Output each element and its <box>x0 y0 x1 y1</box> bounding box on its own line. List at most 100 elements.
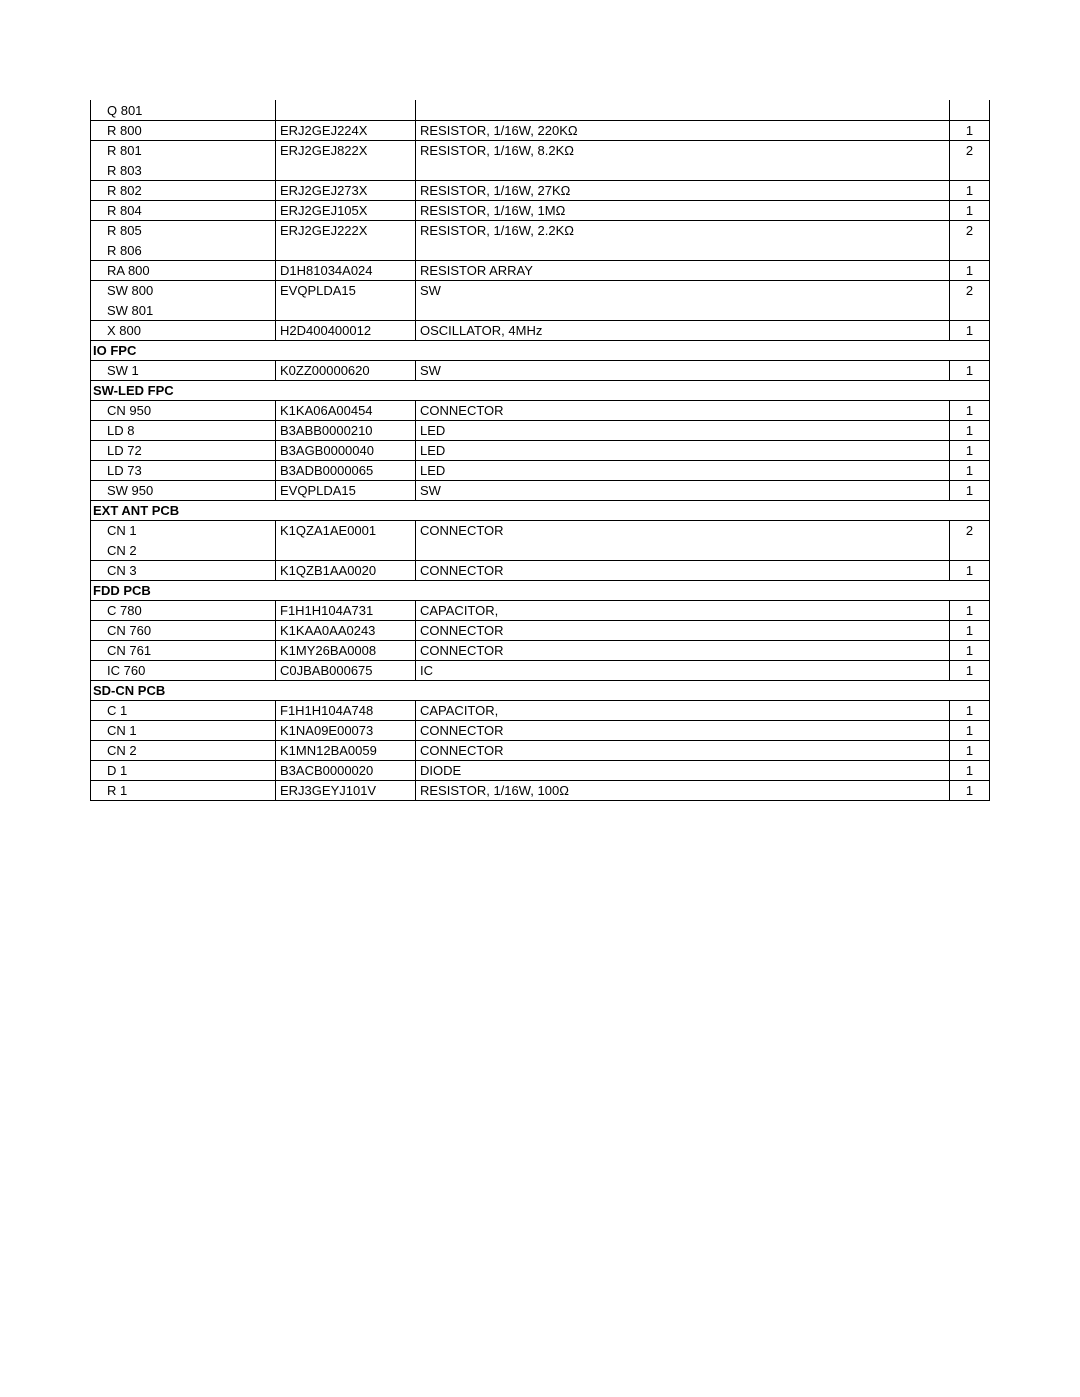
table-row: R 800ERJ2GEJ224XRESISTOR, 1/16W, 220KΩ1 <box>91 120 990 140</box>
qty-cell: 1 <box>950 620 990 640</box>
ref-cell: CN 1 <box>91 720 276 740</box>
table-row: C 1F1H1H104A748CAPACITOR,1 <box>91 700 990 720</box>
qty-cell: 1 <box>950 440 990 460</box>
qty-cell: 1 <box>950 460 990 480</box>
desc-cell: CONNECTOR <box>416 560 950 580</box>
desc-cell: DIODE <box>416 760 950 780</box>
table-row: R 805ERJ2GEJ222XRESISTOR, 1/16W, 2.2KΩ2 <box>91 220 990 240</box>
ref-cell: RA 800 <box>91 260 276 280</box>
part-cell: K1KAA0AA0243 <box>276 620 416 640</box>
qty-cell: 2 <box>950 280 990 300</box>
ref-cell: LD 73 <box>91 460 276 480</box>
ref-cell: SW 801 <box>91 300 276 320</box>
part-cell: F1H1H104A748 <box>276 700 416 720</box>
table-row: CN 1K1QZA1AE0001CONNECTOR2 <box>91 520 990 540</box>
part-cell: B3ADB0000065 <box>276 460 416 480</box>
qty-cell: 2 <box>950 140 990 160</box>
table-row: R 801ERJ2GEJ822XRESISTOR, 1/16W, 8.2KΩ2 <box>91 140 990 160</box>
ref-cell: LD 8 <box>91 420 276 440</box>
part-cell: B3ACB0000020 <box>276 760 416 780</box>
table-row: SW 1K0ZZ00000620SW1 <box>91 360 990 380</box>
table-row: CN 3K1QZB1AA0020CONNECTOR1 <box>91 560 990 580</box>
desc-cell: RESISTOR, 1/16W, 2.2KΩ <box>416 220 950 240</box>
table-row: SW 800EVQPLDA15SW2 <box>91 280 990 300</box>
ref-cell: CN 761 <box>91 640 276 660</box>
desc-cell: RESISTOR, 1/16W, 8.2KΩ <box>416 140 950 160</box>
desc-cell: CONNECTOR <box>416 740 950 760</box>
part-cell <box>276 300 416 320</box>
desc-cell: CONNECTOR <box>416 620 950 640</box>
page-container: Q 801R 800ERJ2GEJ224XRESISTOR, 1/16W, 22… <box>0 0 1080 801</box>
part-cell: K1KA06A00454 <box>276 400 416 420</box>
part-cell: ERJ3GEYJ101V <box>276 780 416 800</box>
desc-cell: IC <box>416 660 950 680</box>
part-cell: K1MY26BA0008 <box>276 640 416 660</box>
part-cell: ERJ2GEJ822X <box>276 140 416 160</box>
ref-cell: R 804 <box>91 200 276 220</box>
ref-cell: CN 2 <box>91 540 276 560</box>
table-row: RA 800D1H81034A024RESISTOR ARRAY1 <box>91 260 990 280</box>
part-cell: ERJ2GEJ224X <box>276 120 416 140</box>
qty-cell: 1 <box>950 320 990 340</box>
part-cell: ERJ2GEJ105X <box>276 200 416 220</box>
ref-cell: R 805 <box>91 220 276 240</box>
part-cell <box>276 240 416 260</box>
qty-cell: 1 <box>950 480 990 500</box>
ref-cell: SW 1 <box>91 360 276 380</box>
desc-cell <box>416 240 950 260</box>
desc-cell: RESISTOR, 1/16W, 100Ω <box>416 780 950 800</box>
table-row: CN 761K1MY26BA0008CONNECTOR1 <box>91 640 990 660</box>
part-cell: B3AGB0000040 <box>276 440 416 460</box>
part-cell <box>276 540 416 560</box>
qty-cell: 1 <box>950 740 990 760</box>
table-row: SW 801 <box>91 300 990 320</box>
qty-cell: 1 <box>950 420 990 440</box>
qty-cell: 2 <box>950 220 990 240</box>
table-row: R 806 <box>91 240 990 260</box>
ref-cell: CN 2 <box>91 740 276 760</box>
ref-cell: R 801 <box>91 140 276 160</box>
qty-cell: 1 <box>950 640 990 660</box>
table-row: SW 950EVQPLDA15SW1 <box>91 480 990 500</box>
part-cell: ERJ2GEJ222X <box>276 220 416 240</box>
ref-cell: R 800 <box>91 120 276 140</box>
desc-cell: RESISTOR, 1/16W, 1MΩ <box>416 200 950 220</box>
desc-cell: OSCILLATOR, 4MHz <box>416 320 950 340</box>
qty-cell <box>950 160 990 180</box>
desc-cell: CONNECTOR <box>416 520 950 540</box>
desc-cell <box>416 100 950 120</box>
ref-cell: X 800 <box>91 320 276 340</box>
qty-cell: 1 <box>950 200 990 220</box>
desc-cell: LED <box>416 420 950 440</box>
ref-cell: R 802 <box>91 180 276 200</box>
ref-cell: CN 760 <box>91 620 276 640</box>
section-label: IO FPC <box>91 340 990 360</box>
part-cell <box>276 160 416 180</box>
part-cell: EVQPLDA15 <box>276 480 416 500</box>
table-row: CN 760K1KAA0AA0243CONNECTOR1 <box>91 620 990 640</box>
desc-cell <box>416 300 950 320</box>
part-cell: F1H1H104A731 <box>276 600 416 620</box>
part-cell: K1NA09E00073 <box>276 720 416 740</box>
desc-cell: RESISTOR ARRAY <box>416 260 950 280</box>
table-row: LD 8B3ABB0000210LED1 <box>91 420 990 440</box>
ref-cell: CN 3 <box>91 560 276 580</box>
qty-cell: 1 <box>950 700 990 720</box>
qty-cell: 1 <box>950 760 990 780</box>
parts-table: Q 801R 800ERJ2GEJ224XRESISTOR, 1/16W, 22… <box>90 100 990 801</box>
table-row: CN 1K1NA09E00073CONNECTOR1 <box>91 720 990 740</box>
table-body: Q 801R 800ERJ2GEJ224XRESISTOR, 1/16W, 22… <box>91 100 990 800</box>
ref-cell: R 1 <box>91 780 276 800</box>
table-row: R 803 <box>91 160 990 180</box>
ref-cell: C 1 <box>91 700 276 720</box>
desc-cell <box>416 160 950 180</box>
ref-cell: D 1 <box>91 760 276 780</box>
ref-cell: Q 801 <box>91 100 276 120</box>
section-row: FDD PCB <box>91 580 990 600</box>
desc-cell: SW <box>416 360 950 380</box>
qty-cell: 1 <box>950 780 990 800</box>
desc-cell: RESISTOR, 1/16W, 27KΩ <box>416 180 950 200</box>
qty-cell: 1 <box>950 660 990 680</box>
section-row: EXT ANT PCB <box>91 500 990 520</box>
qty-cell: 1 <box>950 180 990 200</box>
